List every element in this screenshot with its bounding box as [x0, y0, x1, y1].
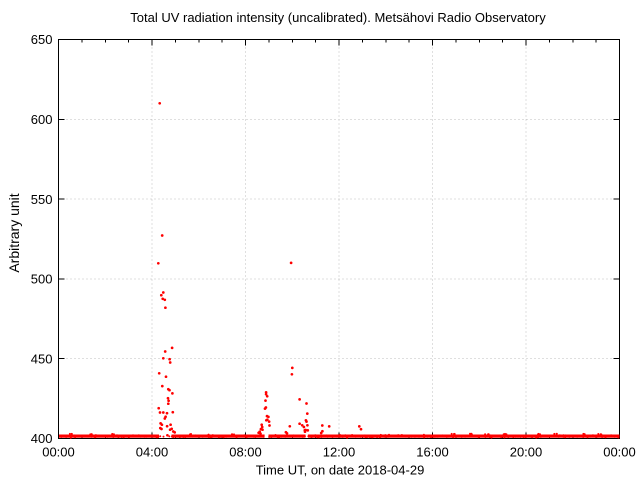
svg-text:400: 400: [31, 431, 53, 446]
svg-text:12:00: 12:00: [323, 445, 356, 460]
svg-text:Arbitrary unit: Arbitrary unit: [6, 193, 22, 272]
svg-text:04:00: 04:00: [136, 445, 169, 460]
svg-text:500: 500: [31, 272, 53, 287]
svg-text:00:00: 00:00: [42, 445, 75, 460]
svg-text:650: 650: [31, 32, 53, 47]
svg-text:450: 450: [31, 351, 53, 366]
svg-text:550: 550: [31, 192, 53, 207]
svg-text:Total UV radiation intensity (: Total UV radiation intensity (uncalibrat…: [130, 10, 546, 25]
svg-text:20:00: 20:00: [510, 445, 543, 460]
svg-text:600: 600: [31, 112, 53, 127]
svg-text:16:00: 16:00: [416, 445, 449, 460]
svg-text:00:00: 00:00: [603, 445, 636, 460]
svg-text:08:00: 08:00: [229, 445, 262, 460]
svg-text:Time UT, on date 2018-04-29: Time UT, on date 2018-04-29: [256, 463, 425, 478]
